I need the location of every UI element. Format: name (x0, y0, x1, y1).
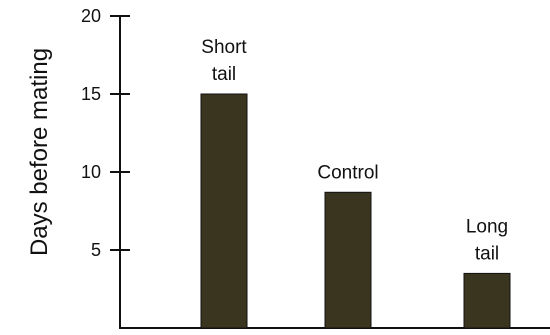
bar-label-long-tail-line-2: tail (475, 243, 499, 264)
bar-labels: Short tail Control Long tail (201, 37, 508, 264)
bar-control (324, 191, 372, 329)
bar-label-long-tail-line-1: Long (466, 216, 508, 237)
bar-short-tail (200, 93, 248, 329)
bar-label-short-tail-line-1: Short (201, 37, 247, 58)
y-tick-label-5: 5 (91, 240, 101, 260)
bars (200, 93, 511, 329)
y-axis-title: Days before mating (26, 48, 53, 256)
bar-label-short-tail-line-2: tail (212, 64, 236, 85)
y-tick-label-20: 20 (81, 6, 101, 26)
bar-label-control-line-1: Control (317, 162, 378, 183)
y-axis-title-group: Days before mating (26, 48, 53, 256)
y-tick-label-10: 10 (81, 162, 101, 182)
y-tick-label-15: 15 (81, 84, 101, 104)
bar-long-tail (463, 272, 511, 329)
